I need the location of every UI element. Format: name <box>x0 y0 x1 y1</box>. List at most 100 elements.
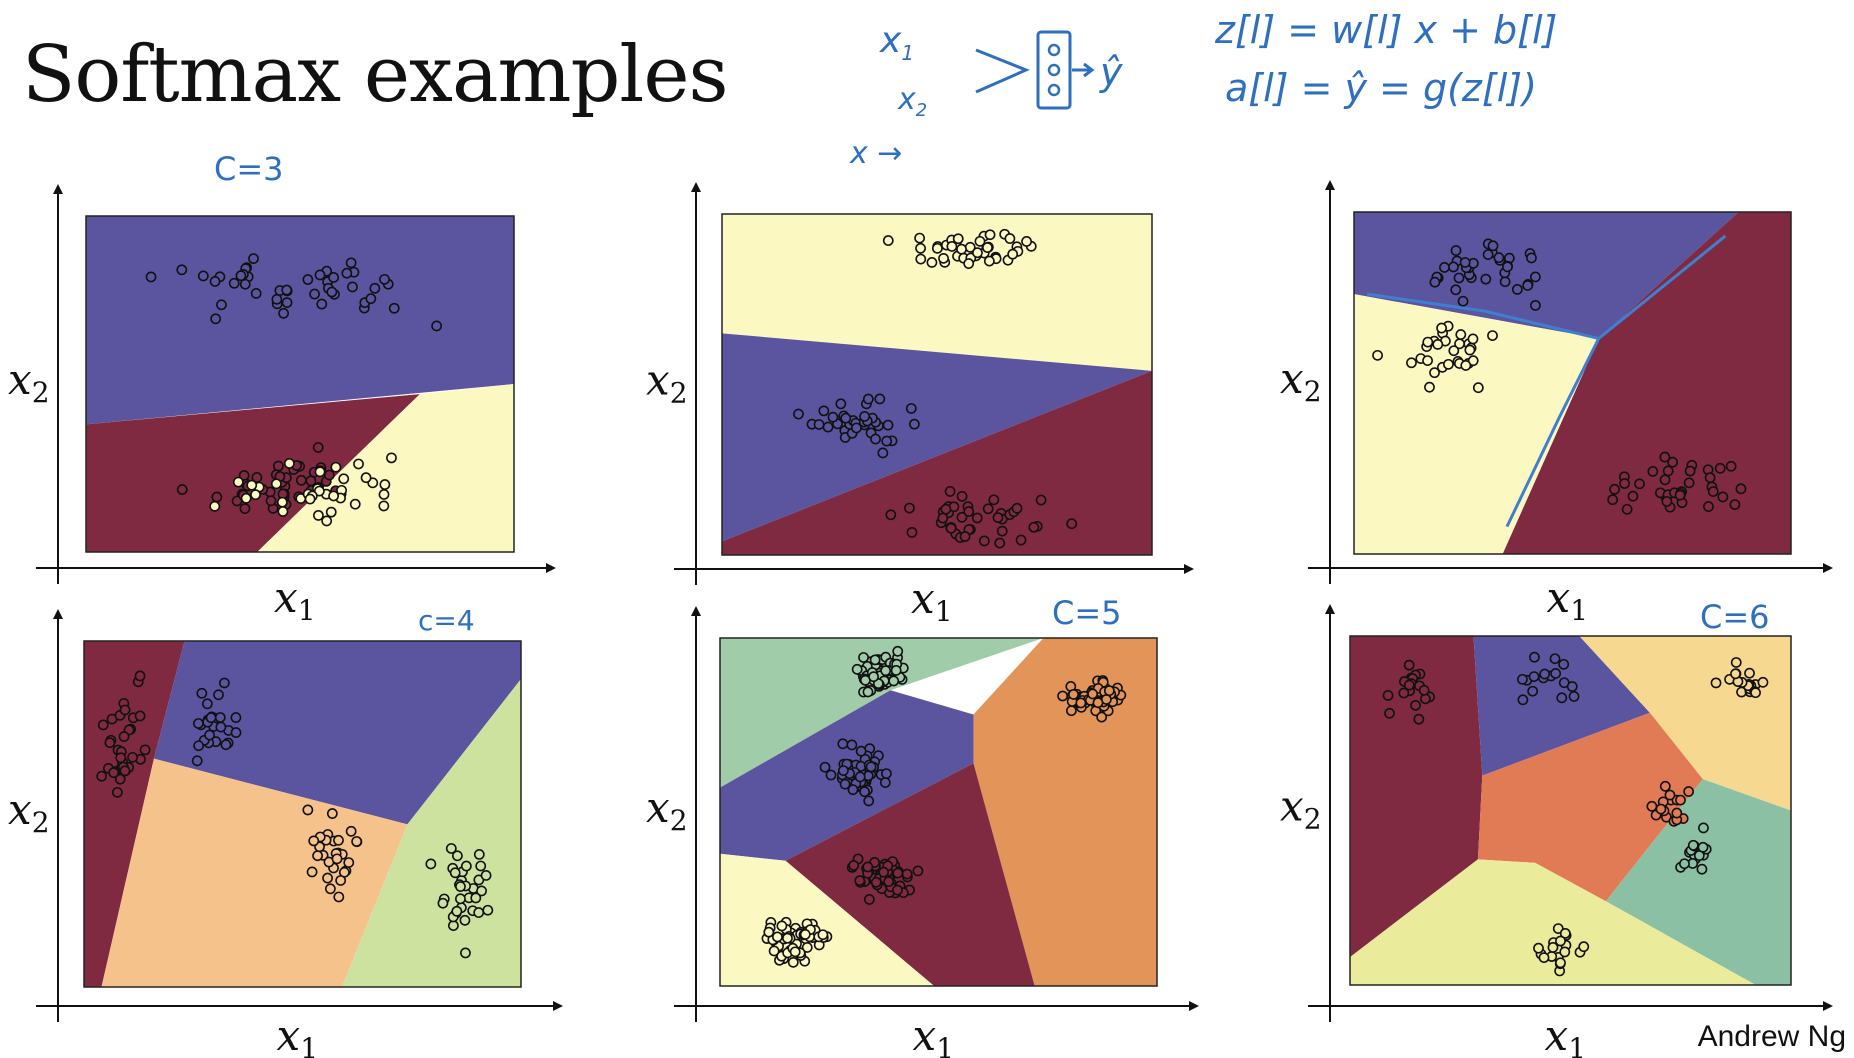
data-point <box>1698 822 1709 834</box>
data-point <box>1522 280 1534 291</box>
data-point <box>460 947 471 959</box>
data-point <box>1467 355 1479 367</box>
data-point <box>1661 496 1673 507</box>
data-point <box>1556 692 1568 704</box>
data-point <box>460 860 472 872</box>
data-point <box>347 281 358 293</box>
data-point <box>1459 257 1471 268</box>
x-axis-label: x1 <box>911 574 953 628</box>
data-point <box>944 486 956 497</box>
data-point <box>1092 697 1104 709</box>
data-point <box>1511 283 1523 295</box>
data-point <box>431 320 443 332</box>
data-point <box>1004 233 1016 244</box>
data-point <box>1011 502 1023 514</box>
plot-frame <box>721 213 1153 556</box>
data-point <box>388 302 400 314</box>
data-point <box>312 850 323 862</box>
data-point <box>1382 690 1394 701</box>
annotation-equation-z: z[l] = w[l] x + b[l] <box>1215 8 1558 52</box>
data-point <box>459 914 471 926</box>
data-point <box>1526 252 1537 264</box>
data-point <box>1422 336 1434 348</box>
data-point <box>209 500 221 512</box>
data-point <box>278 307 289 319</box>
decision-region <box>1605 779 1791 985</box>
data-point <box>331 853 343 865</box>
data-point <box>273 460 284 472</box>
data-point <box>1549 653 1561 665</box>
data-point <box>1744 667 1755 679</box>
data-point <box>281 297 293 309</box>
data-point <box>425 858 437 870</box>
data-point <box>868 671 880 683</box>
data-point <box>338 473 350 485</box>
y-axis-label: x2 <box>8 355 50 409</box>
plot-frame <box>719 637 1158 987</box>
data-point <box>475 860 487 872</box>
data-point <box>959 531 971 542</box>
data-point <box>333 891 345 903</box>
data-point <box>220 739 232 751</box>
data-point <box>1696 863 1708 875</box>
data-point <box>1403 659 1415 671</box>
data-point <box>1448 345 1460 357</box>
data-point <box>1675 794 1686 806</box>
data-point <box>822 421 834 433</box>
data-point <box>379 479 391 490</box>
data-point <box>863 795 875 807</box>
data-point <box>1578 941 1590 953</box>
data-point <box>240 492 252 504</box>
data-point <box>1555 935 1566 947</box>
data-point <box>335 875 347 886</box>
data-point <box>127 751 138 763</box>
data-point <box>1450 284 1462 296</box>
data-point <box>1671 807 1683 819</box>
data-point <box>1559 927 1571 939</box>
data-point <box>905 403 917 414</box>
data-point <box>914 232 926 244</box>
data-point <box>211 491 223 503</box>
data-point <box>313 485 325 497</box>
data-point <box>851 663 863 675</box>
data-point <box>1432 338 1444 350</box>
data-point <box>134 670 146 682</box>
data-point <box>883 876 895 888</box>
data-point <box>858 652 869 663</box>
x-axis-label: x1 <box>277 1011 319 1058</box>
data-point <box>437 897 449 909</box>
data-point <box>313 509 324 521</box>
decision-region <box>973 638 1157 986</box>
data-point <box>1659 780 1671 792</box>
decision-region <box>722 333 1152 542</box>
annotation-c3: C=3 <box>214 150 284 188</box>
data-point <box>97 719 109 731</box>
data-point <box>96 770 108 782</box>
data-point <box>328 490 340 502</box>
data-point <box>1619 478 1630 489</box>
data-point <box>892 645 904 657</box>
data-point <box>870 433 881 445</box>
data-point <box>304 493 316 505</box>
data-point <box>1455 329 1467 340</box>
data-point <box>963 258 975 269</box>
decision-region <box>1477 712 1703 902</box>
data-point <box>854 771 866 783</box>
data-point <box>104 737 116 749</box>
decision-region <box>1350 859 1756 985</box>
data-point <box>295 474 307 486</box>
data-point <box>205 712 217 724</box>
data-point <box>1703 501 1714 512</box>
data-point <box>888 675 900 687</box>
data-point <box>324 883 336 895</box>
data-point <box>1655 803 1667 815</box>
data-point <box>1429 276 1441 288</box>
data-point <box>239 278 251 290</box>
data-point <box>782 932 793 944</box>
data-point <box>1717 491 1729 503</box>
data-point <box>473 849 485 860</box>
data-point <box>201 698 213 710</box>
decision-region <box>84 641 185 987</box>
annotation-network-sketch <box>975 30 1095 110</box>
data-point <box>763 926 775 938</box>
